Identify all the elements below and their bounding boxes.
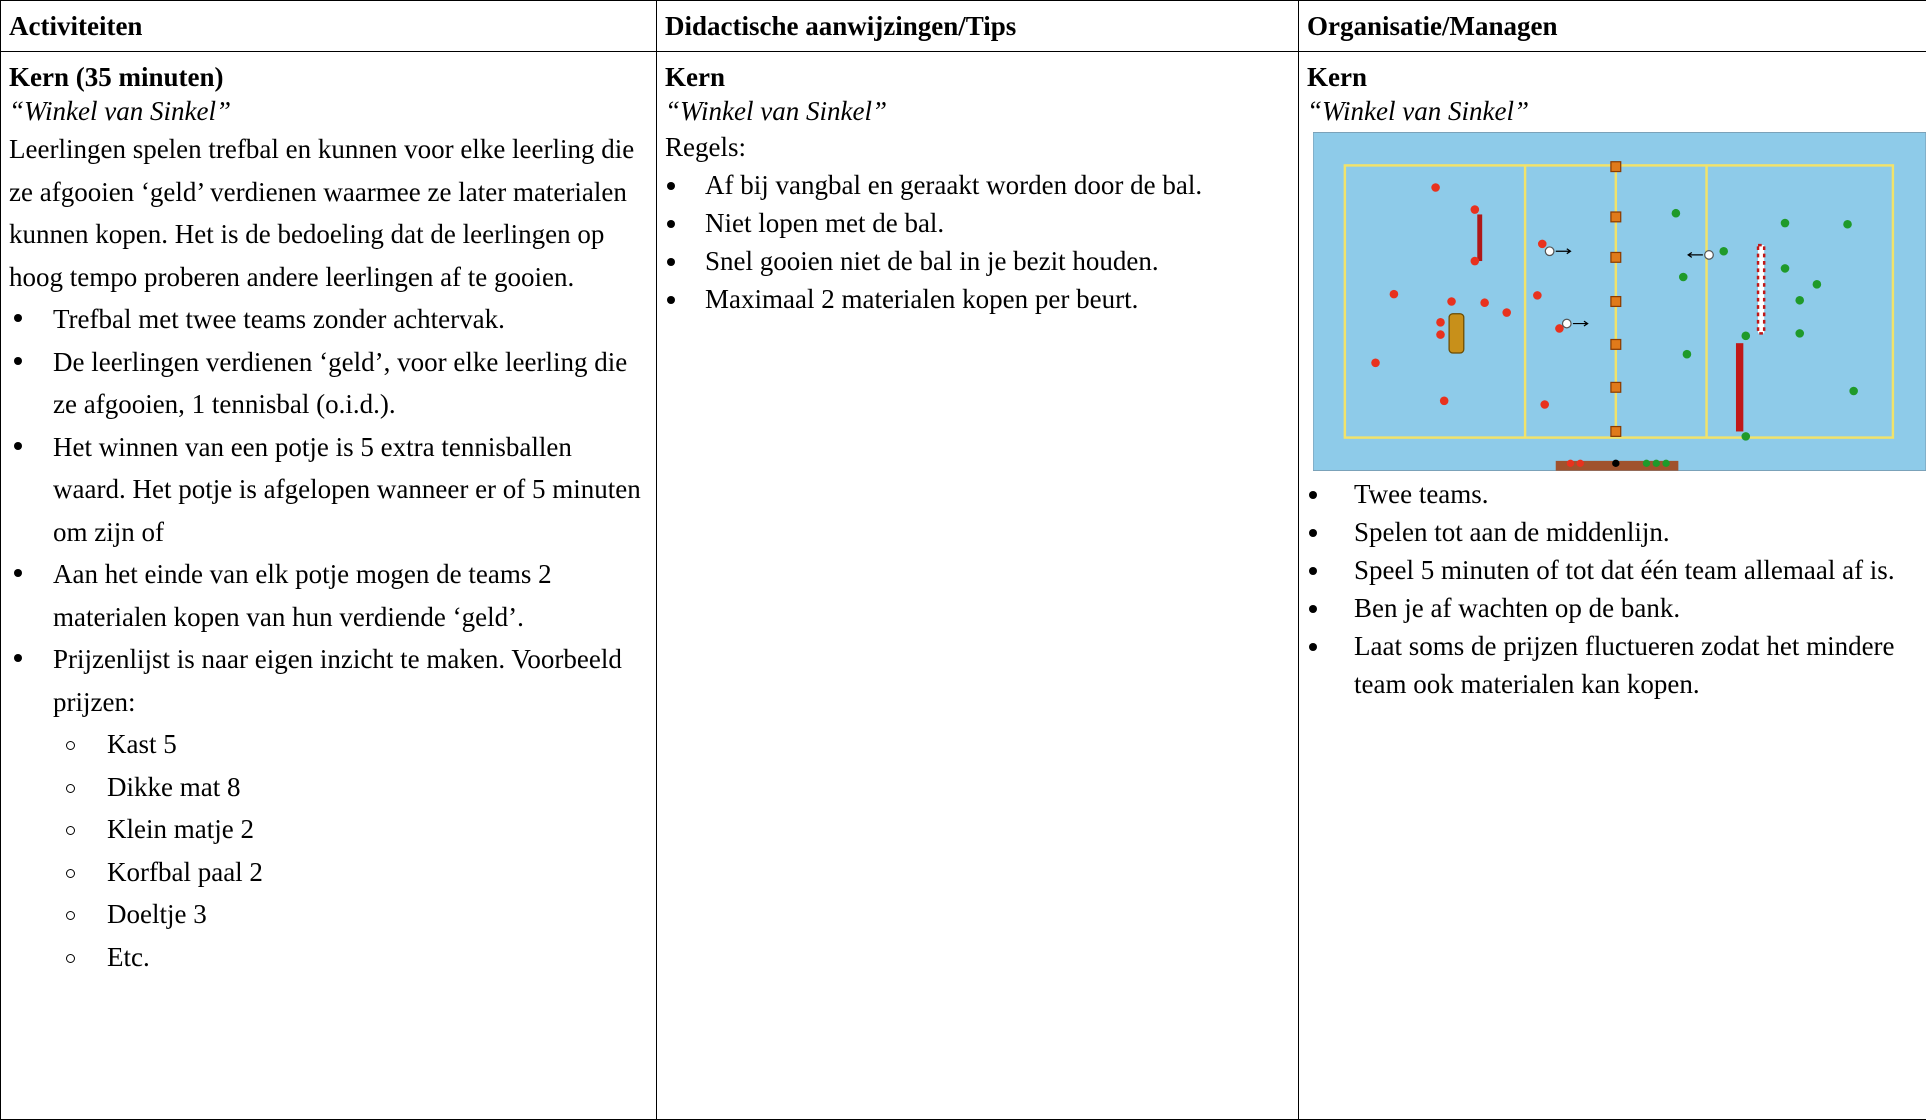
paragraph: Leerlingen spelen trefbal en kunnen voor… bbox=[9, 134, 635, 292]
cell-heading: Kern (35 minuten) bbox=[9, 62, 224, 92]
sub-list: Kast 5 Dikke mat 8 Klein matje 2 Korfbal pa… bbox=[53, 723, 648, 978]
bullet-item: Niet lopen met de bal. bbox=[665, 204, 1290, 242]
cell-subtitle: “Winkel van Sinkel” bbox=[665, 96, 887, 126]
bullet-text: Aan het einde van elk potje mogen de tea… bbox=[53, 559, 552, 632]
bullet-text: Af bij vangbal en geraakt worden door de… bbox=[705, 170, 1203, 200]
bullet-item: Twee teams. bbox=[1307, 475, 1921, 513]
sub-item: Klein matje 2 bbox=[53, 808, 648, 851]
cell-subtitle: “Winkel van Sinkel” bbox=[1307, 96, 1529, 126]
bullet-item: Laat soms de prijzen fluctueren zodat he… bbox=[1307, 627, 1921, 703]
bullet-text: Prijzenlijst is naar eigen inzicht te ma… bbox=[53, 644, 622, 717]
bullet-text: Maximaal 2 materialen kopen per beurt. bbox=[705, 284, 1139, 314]
label: Regels: bbox=[665, 132, 746, 162]
cell: Kern (35 minuten) “Winkel van Sinkel” Leer… bbox=[0, 51, 657, 1120]
bullet-item: Het winnen van een potje is 5 extra tenn… bbox=[9, 426, 648, 554]
bullet-text: Ben je af wachten op de bank. bbox=[1354, 593, 1681, 623]
bullet-text: Speel 5 minuten of tot dat één team alle… bbox=[1354, 555, 1895, 585]
bullet-text: De leerlingen verdienen ‘geld’, voor elk… bbox=[53, 346, 628, 420]
column-header: Didactische aanwijzingen/Tips bbox=[656, 0, 1299, 52]
bullet-text: Het winnen van een potje is 5 extra tenn… bbox=[53, 431, 641, 547]
cell: Kern “Winkel van Sinkel” Regels: Af bij van… bbox=[656, 51, 1299, 1120]
bullet-list: Af bij vangbal en geraakt worden door de… bbox=[665, 166, 1290, 318]
content-row: Kern (35 minuten) “Winkel van Sinkel” Leer… bbox=[0, 51, 1926, 1120]
sub-item: Kast 5 bbox=[53, 723, 648, 766]
bullet-item: Snel gooien niet de bal in je bezit houd… bbox=[665, 242, 1290, 280]
cell-subtitle: “Winkel van Sinkel” bbox=[9, 96, 231, 126]
column-header: Organisatie/Managen bbox=[1298, 0, 1926, 52]
sub-item: Etc. bbox=[53, 936, 648, 979]
sub-item: Doeltje 3 bbox=[53, 893, 648, 936]
sub-item: Korfbal paal 2 bbox=[53, 851, 648, 894]
bullet-text: Twee teams. bbox=[1354, 479, 1489, 509]
bullet-item: Aan het einde van elk potje mogen de tea… bbox=[9, 553, 648, 638]
bullet-text: Laat soms de prijzen fluctueren zodat he… bbox=[1354, 631, 1895, 699]
cell: Kern “Winkel van Sinkel” Twee bbox=[1298, 51, 1926, 1120]
bullet-item: Spelen tot aan de middenlijn. bbox=[1307, 513, 1921, 551]
bullet-text: Trefbal met twee teams zonder achtervak. bbox=[53, 304, 505, 334]
bullet-list: Trefbal met twee teams zonder achtervak.… bbox=[9, 298, 648, 978]
bullet-text: Niet lopen met de bal. bbox=[705, 208, 945, 238]
cell-heading: Kern bbox=[665, 62, 725, 92]
bullet-item: Maximaal 2 materialen kopen per beurt. bbox=[665, 280, 1290, 318]
bullet-item: Ben je af wachten op de bank. bbox=[1307, 589, 1921, 627]
cell-heading: Kern bbox=[1307, 62, 1367, 92]
bullet-item: Af bij vangbal en geraakt worden door de… bbox=[665, 166, 1290, 204]
bullet-list: Twee teams. Spelen tot aan de middenlijn.… bbox=[1307, 475, 1921, 703]
sub-item: Dikke mat 8 bbox=[53, 766, 648, 809]
bullet-item: Prijzenlijst is naar eigen inzicht te ma… bbox=[9, 638, 648, 978]
bullet-text: Snel gooien niet de bal in je bezit houd… bbox=[705, 246, 1159, 276]
field-diagram bbox=[1313, 132, 1926, 471]
header-row: Activiteiten Didactische aanwijzingen/Ti… bbox=[0, 0, 1926, 52]
column-header: Activiteiten bbox=[0, 0, 657, 52]
bullet-text: Spelen tot aan de middenlijn. bbox=[1354, 517, 1670, 547]
bullet-item: Trefbal met twee teams zonder achtervak. bbox=[9, 298, 648, 341]
bullet-item: De leerlingen verdienen ‘geld’, voor elk… bbox=[9, 341, 648, 426]
bullet-item: Speel 5 minuten of tot dat één team alle… bbox=[1307, 551, 1921, 589]
